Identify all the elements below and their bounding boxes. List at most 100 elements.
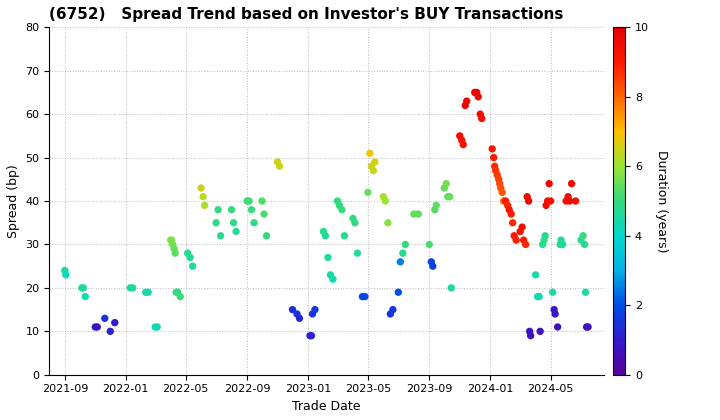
X-axis label: Trade Date: Trade Date <box>292 400 361 413</box>
Point <box>523 198 534 205</box>
Point <box>230 228 242 235</box>
Point <box>521 193 533 200</box>
Point <box>327 276 338 283</box>
Point <box>564 198 575 205</box>
Point <box>364 150 376 157</box>
Point <box>143 289 154 296</box>
Point <box>332 198 343 205</box>
Point <box>552 324 563 331</box>
Point <box>309 306 320 313</box>
Point <box>243 198 255 205</box>
Point <box>59 267 71 274</box>
Point <box>444 193 456 200</box>
Point <box>427 263 438 270</box>
Point <box>508 232 520 239</box>
Point <box>60 271 71 278</box>
Point <box>476 115 487 122</box>
Point <box>182 250 194 257</box>
Point <box>426 258 437 265</box>
Point <box>307 311 318 318</box>
Point <box>520 241 531 248</box>
Point <box>287 306 298 313</box>
Point <box>258 211 270 218</box>
Point <box>442 193 454 200</box>
Point <box>577 232 589 239</box>
Point <box>472 93 484 100</box>
Point <box>256 198 268 205</box>
Point <box>459 102 471 109</box>
Point <box>228 219 239 226</box>
Point <box>446 284 457 291</box>
Point <box>195 185 207 192</box>
Point <box>516 224 528 231</box>
Point <box>187 263 199 270</box>
Point <box>532 293 544 300</box>
Point <box>560 198 572 205</box>
Point <box>291 311 302 318</box>
Point <box>438 185 450 192</box>
Point <box>246 206 257 213</box>
Y-axis label: Duration (years): Duration (years) <box>655 150 668 252</box>
Point <box>539 232 551 239</box>
Point <box>274 163 285 170</box>
Text: (6752)   Spread Trend based on Investor's BUY Transactions: (6752) Spread Trend based on Investor's … <box>50 7 564 22</box>
Point <box>454 133 466 139</box>
Point <box>510 237 522 244</box>
Point <box>456 137 467 144</box>
Point <box>197 193 209 200</box>
Point <box>562 193 574 200</box>
Point <box>215 232 226 239</box>
Point <box>384 311 396 318</box>
Point <box>580 289 591 296</box>
Point <box>199 202 210 209</box>
Point <box>549 311 561 318</box>
Point <box>167 241 179 248</box>
Point <box>530 271 541 278</box>
Point <box>320 232 331 239</box>
Point <box>349 219 361 226</box>
Point <box>495 185 506 192</box>
Point <box>525 332 536 339</box>
Point <box>151 324 163 331</box>
Point <box>429 206 441 213</box>
Point <box>423 241 435 248</box>
Point <box>471 89 482 96</box>
Point <box>494 180 505 187</box>
Point <box>557 241 568 248</box>
Point <box>379 198 391 205</box>
Point <box>89 324 101 331</box>
Point <box>397 250 408 257</box>
Point <box>369 159 381 165</box>
Point <box>457 141 469 148</box>
Point <box>210 219 222 226</box>
Point <box>212 206 224 213</box>
Point <box>325 271 336 278</box>
Point <box>492 172 503 178</box>
Point <box>488 154 500 161</box>
Point <box>168 245 180 252</box>
Point <box>507 219 518 226</box>
Point <box>514 228 526 235</box>
Point <box>498 198 510 205</box>
Point <box>581 324 593 331</box>
Point <box>169 250 181 257</box>
Point <box>294 315 305 322</box>
Point <box>377 193 389 200</box>
Point <box>248 219 260 226</box>
Point <box>534 328 546 335</box>
Point <box>109 319 120 326</box>
Point <box>539 237 550 244</box>
Point <box>387 306 399 313</box>
Y-axis label: Spread (bp): Spread (bp) <box>7 164 20 238</box>
Point <box>322 254 333 261</box>
Point <box>555 237 567 244</box>
Point <box>104 328 116 335</box>
Point <box>171 289 182 296</box>
Point <box>537 241 549 248</box>
Point <box>441 180 452 187</box>
Point <box>125 284 136 291</box>
Point <box>400 241 411 248</box>
Point <box>174 293 186 300</box>
Point <box>172 289 184 296</box>
Point <box>505 211 517 218</box>
